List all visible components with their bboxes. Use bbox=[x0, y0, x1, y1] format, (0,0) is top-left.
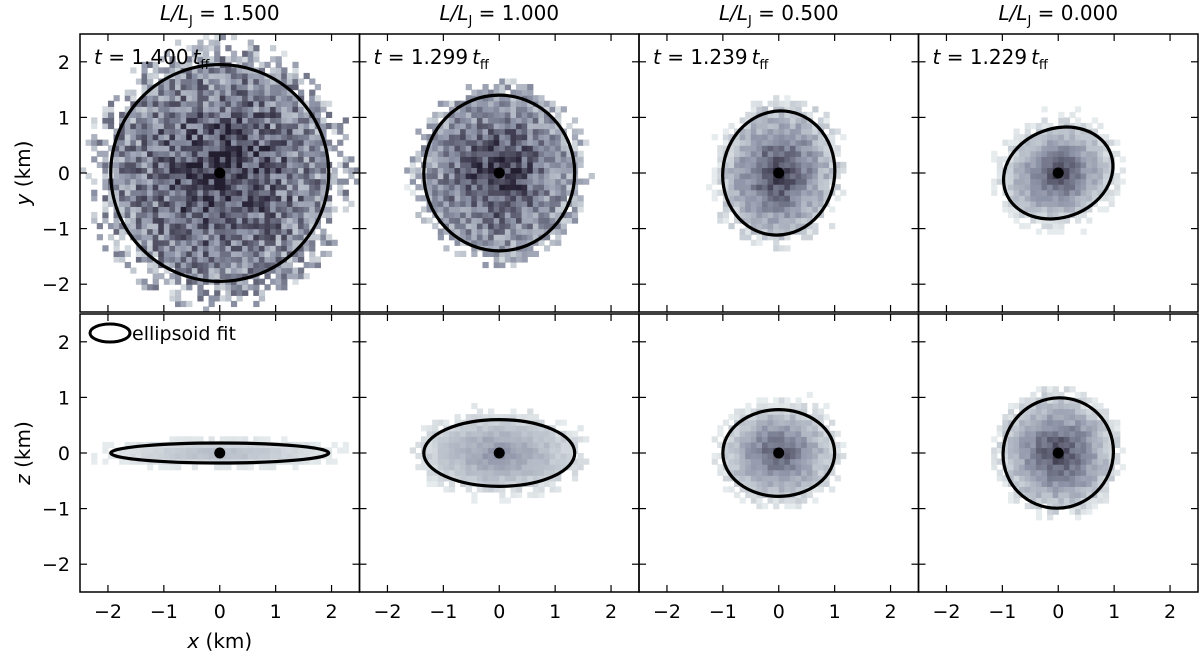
ellipsoid-fit-xy-2 bbox=[422, 93, 577, 253]
x-tick-label: 2 bbox=[326, 601, 338, 623]
panel-xz-3 bbox=[639, 314, 919, 592]
y-tick-label: 0 bbox=[58, 163, 70, 185]
panel-title-3: L/LJ = 0.500 bbox=[719, 1, 839, 29]
x-tick-label: −2 bbox=[653, 601, 681, 623]
x-tick-label: −1 bbox=[429, 601, 457, 623]
center-marker-xy-2 bbox=[493, 167, 505, 179]
y-tick-label: 2 bbox=[58, 332, 70, 354]
time-annotation-3: t = 1.239 tff bbox=[653, 45, 769, 73]
time-annotation-4: t = 1.229 tff bbox=[933, 45, 1049, 73]
x-tick-label: −1 bbox=[709, 601, 737, 623]
y-tick-label: 1 bbox=[58, 387, 70, 409]
y-axis-label-1: y (km) bbox=[11, 141, 35, 207]
x-tick-label: −2 bbox=[373, 601, 401, 623]
y-tick-label: −2 bbox=[42, 554, 70, 576]
density-map bbox=[991, 386, 1126, 521]
center-marker-xz-4 bbox=[1052, 447, 1064, 459]
center-marker-xz-3 bbox=[773, 447, 785, 459]
x-tick-label: 0 bbox=[214, 601, 226, 623]
y-tick-label: 1 bbox=[58, 107, 70, 129]
panel-title-1: L/LJ = 1.500 bbox=[160, 1, 280, 29]
x-tick-label: 2 bbox=[605, 601, 617, 623]
legend-ellipse-icon bbox=[88, 322, 132, 344]
panel-grid bbox=[80, 34, 1198, 592]
y-tick-label: 2 bbox=[58, 52, 70, 74]
panel-xy-4 bbox=[918, 34, 1198, 312]
x-axis-label: x (km) bbox=[186, 629, 252, 653]
x-tick-label: 1 bbox=[1108, 601, 1120, 623]
y-tick-label: −1 bbox=[42, 219, 70, 241]
y-tick-label: −2 bbox=[42, 274, 70, 296]
panel-xz-1 bbox=[80, 314, 360, 592]
panel-xy-1 bbox=[80, 34, 360, 312]
x-tick-label: 1 bbox=[549, 601, 561, 623]
panel-xz-2 bbox=[359, 314, 639, 592]
x-tick-label: 2 bbox=[885, 601, 897, 623]
center-marker-xy-4 bbox=[1052, 167, 1064, 179]
ellipsoid-fit-xz-2 bbox=[422, 418, 577, 488]
panel-xy-3 bbox=[639, 34, 919, 312]
y-tick-label: 0 bbox=[58, 443, 70, 465]
ellipsoid-fit-xz-3 bbox=[721, 408, 837, 498]
panel-xy-2 bbox=[359, 34, 639, 312]
ellipsoid-fit-xy-1 bbox=[109, 62, 331, 284]
x-tick-label: 0 bbox=[773, 601, 785, 623]
ellipsoid-fit-xz-1 bbox=[109, 441, 331, 465]
panel-title-2: L/LJ = 1.000 bbox=[439, 1, 559, 29]
y-axis-label-2: z (km) bbox=[11, 421, 35, 486]
time-annotation-2: t = 1.299 tff bbox=[374, 45, 490, 73]
legend: ellipsoid fit bbox=[88, 322, 236, 345]
x-tick-label: 0 bbox=[1052, 601, 1064, 623]
center-marker-xy-1 bbox=[214, 167, 226, 179]
ellipsoid-fit-xy-3 bbox=[721, 109, 837, 237]
center-marker-xy-3 bbox=[773, 167, 785, 179]
x-tick-label: −2 bbox=[94, 601, 122, 623]
x-tick-label: 2 bbox=[1164, 601, 1176, 623]
ellipsoid-fit-xy-4 bbox=[1001, 125, 1115, 221]
center-marker-xz-2 bbox=[493, 447, 505, 459]
density-map bbox=[80, 34, 360, 312]
density-map bbox=[404, 78, 595, 269]
y-tick-label: −1 bbox=[42, 499, 70, 521]
x-tick-label: 1 bbox=[829, 601, 841, 623]
legend-label: ellipsoid fit bbox=[132, 323, 236, 345]
density-map bbox=[706, 95, 847, 252]
ellipsoid-fit-xz-4 bbox=[1001, 396, 1116, 510]
axis-labels: −2 −1 0 1 2 L/LJ = 1.500 t = 1.400 tff −2 −1 0 1 2 −… bbox=[11, 1, 1176, 653]
x-tick-label: −1 bbox=[150, 601, 178, 623]
axis-ticks bbox=[80, 34, 1198, 592]
density-map bbox=[711, 391, 847, 510]
x-tick-label: 1 bbox=[270, 601, 282, 623]
x-tick-label: −1 bbox=[988, 601, 1016, 623]
x-tick-label: −2 bbox=[932, 601, 960, 623]
time-annotation-1: t = 1.400 tff bbox=[94, 45, 210, 73]
panel-title-4: L/LJ = 0.000 bbox=[998, 1, 1118, 29]
panel-xz-4 bbox=[918, 314, 1198, 592]
x-tick-label: 0 bbox=[493, 601, 505, 623]
center-marker-xz-1 bbox=[214, 447, 226, 459]
